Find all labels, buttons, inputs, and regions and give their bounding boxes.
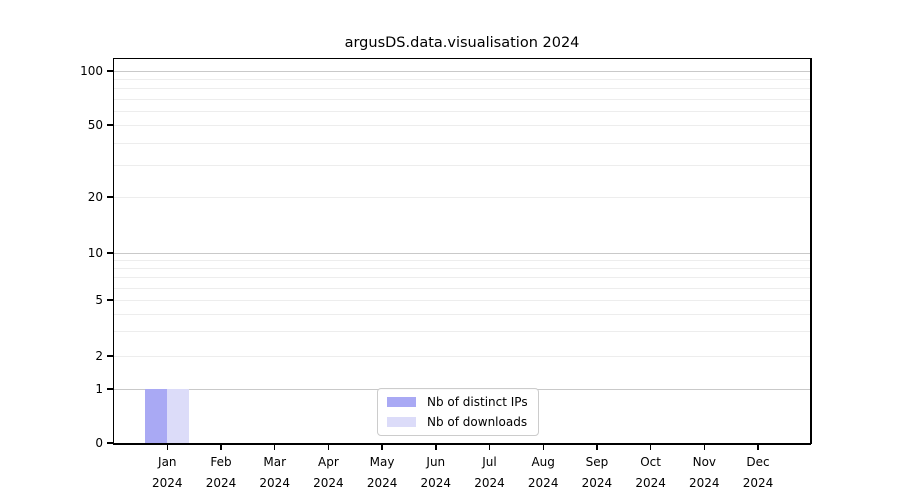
bar-jan-series1 xyxy=(166,389,189,443)
x-tick-label-apr: Apr 2024 xyxy=(313,455,344,490)
x-tick-label-oct: Oct 2024 xyxy=(635,455,666,490)
x-tick-mark-feb xyxy=(220,444,222,450)
y-tick-mark-0 xyxy=(107,442,113,444)
legend-row-1: Nb of downloads xyxy=(387,415,528,429)
x-tick-mark-oct xyxy=(649,444,652,450)
y-tick-label-1: 1 xyxy=(95,382,103,396)
legend-row-0: Nb of distinct IPs xyxy=(387,395,528,409)
y-tick-label-5: 5 xyxy=(95,293,103,307)
gridline-9 xyxy=(114,260,810,262)
x-tick-mark-may xyxy=(381,444,383,450)
y-tick-mark-1 xyxy=(107,388,113,390)
x-tick-mark-dec xyxy=(757,444,759,450)
x-tick-label-nov: Nov 2024 xyxy=(689,455,720,490)
y-tick-mark-2 xyxy=(107,355,113,357)
y-axis-line xyxy=(112,58,114,444)
x-tick-mark-nov xyxy=(703,444,705,450)
gridline-80 xyxy=(114,88,810,90)
gridline-10 xyxy=(114,253,810,254)
x-tick-label-feb: Feb 2024 xyxy=(205,455,237,490)
plot-area: 0 1 2 5 10 20 50 100 Jan 2024 Feb 2024 Mar 2024 Apr 20… xyxy=(80,57,812,490)
x-tick-mark-sep xyxy=(596,444,598,450)
x-tick-mark-aug xyxy=(542,444,544,450)
gridline-50 xyxy=(114,125,810,126)
x-tick-label-jan: Jan 2024 xyxy=(152,455,183,490)
x-tick-label-aug: Aug 2024 xyxy=(527,455,559,490)
legend-label-1: Nb of downloads xyxy=(427,415,528,429)
y-tick-label-20: 20 xyxy=(87,190,103,204)
y-tick-mark-100 xyxy=(107,70,113,72)
x-tick-label-mar: Mar 2024 xyxy=(259,455,290,490)
gridline-6 xyxy=(114,287,810,289)
y-tick-mark-50 xyxy=(107,124,113,126)
chart-title: argusDS.data.visualisation 2024 xyxy=(344,35,580,51)
spine-right xyxy=(810,58,812,444)
y-tick-label-100: 100 xyxy=(80,64,103,78)
y-tick-mark-5 xyxy=(107,299,113,301)
gridline-3 xyxy=(114,331,810,333)
x-tick-mark-apr xyxy=(327,444,330,450)
bar-jan-series0 xyxy=(144,389,167,443)
x-tick-label-sep: Sep 2024 xyxy=(581,455,613,490)
gridline-8 xyxy=(114,268,810,270)
y-tick-label-0: 0 xyxy=(95,436,103,450)
gridline-100 xyxy=(114,71,810,72)
y-tick-label-10: 10 xyxy=(87,246,103,260)
x-tick-label-jun: Jun 2024 xyxy=(420,455,452,490)
x-tick-mark-jan xyxy=(166,444,168,450)
x-axis-line xyxy=(113,443,811,445)
legend-swatch-icon xyxy=(387,417,416,427)
legend-swatch-icon xyxy=(387,397,416,407)
spine-top xyxy=(113,57,811,59)
legend-label-0: Nb of distinct IPs xyxy=(427,395,528,409)
gridline-90 xyxy=(114,79,810,81)
y-tick-label-50: 50 xyxy=(87,118,103,132)
y-tick-mark-20 xyxy=(107,196,113,198)
y-tick-label-2: 2 xyxy=(95,349,103,363)
gridline-4 xyxy=(114,313,810,315)
gridline-20 xyxy=(114,197,810,198)
gridline-7 xyxy=(114,277,810,279)
x-tick-label-jul: Jul 2024 xyxy=(474,455,505,490)
x-tick-label-dec: Dec 2024 xyxy=(742,455,774,490)
x-tick-mark-jun xyxy=(435,444,437,450)
gridline-5 xyxy=(114,300,810,301)
x-tick-mark-mar xyxy=(273,444,276,450)
gridline-60 xyxy=(114,110,810,112)
gridline-40 xyxy=(114,142,810,144)
x-tick-label-may: May 2024 xyxy=(366,455,398,490)
legend: Nb of distinct IPs Nb of downloads xyxy=(377,388,539,436)
y-tick-mark-10 xyxy=(107,252,113,254)
x-tick-mark-jul xyxy=(488,444,491,450)
gridline-70 xyxy=(114,98,810,100)
gridline-30 xyxy=(114,165,810,167)
gridline-2 xyxy=(114,356,810,357)
